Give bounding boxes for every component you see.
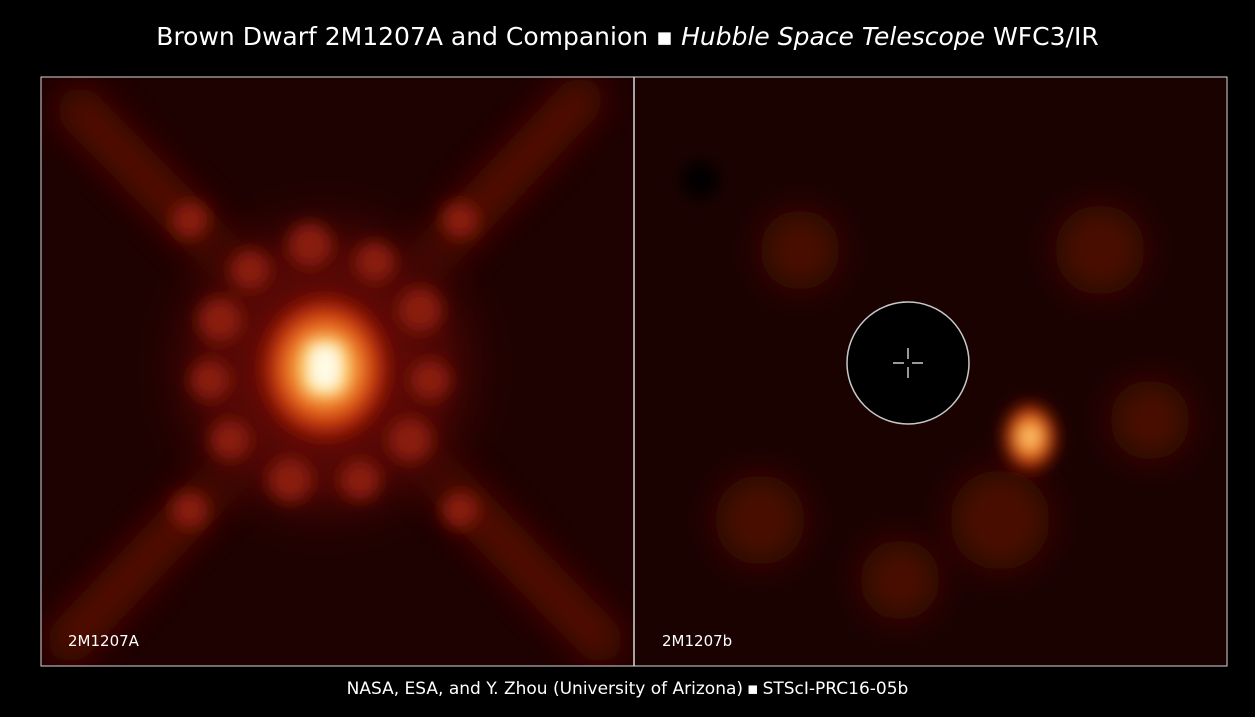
- release-id: STScI-PRC16-05b: [762, 679, 909, 699]
- camera: WFC3/IR: [993, 22, 1099, 51]
- title: Brown Dwarf 2M1207A and Companion ▪ Hubble…: [0, 22, 1255, 51]
- left-panel-image: [41, 77, 634, 666]
- credit: NASA, ESA, and Y. Zhou (University of Ar…: [0, 679, 1255, 699]
- panel-label: 2M1207b: [662, 632, 733, 650]
- right-panel-image: [634, 77, 1227, 666]
- separator: ▪: [656, 22, 674, 51]
- separator: ▪: [747, 679, 759, 699]
- credit-text: NASA, ESA, and Y. Zhou (University of Ar…: [346, 679, 744, 699]
- panel-label: 2M1207A: [68, 632, 139, 650]
- title-text: Brown Dwarf 2M1207A and Companion: [156, 22, 649, 51]
- instrument: Hubble Space Telescope: [681, 22, 986, 51]
